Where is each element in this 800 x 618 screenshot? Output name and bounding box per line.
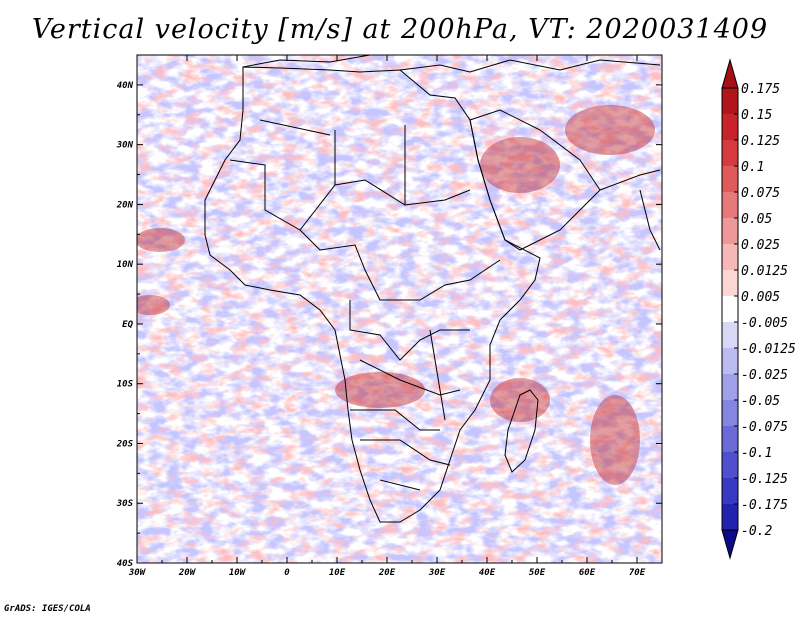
colorbar-label: -0.05 (741, 394, 780, 409)
x-tick-label: 20E (378, 568, 396, 578)
x-tick-label: 70E (629, 568, 646, 578)
colorbar-label: -0.175 (741, 498, 788, 513)
y-tick-label: 40S (117, 559, 134, 569)
colorbar-label: -0.025 (741, 368, 788, 383)
colorbar-swatch (722, 348, 738, 374)
y-tick-label: 40N (117, 81, 134, 91)
colorbar-swatch (722, 166, 738, 192)
colorbar-swatch (722, 504, 738, 530)
colorbar: 0.175 0.15 0.125 0.1 0.075 0.05 0.025 0.0125 0.0… (721, 58, 796, 560)
x-axis: 30W 20W 10W 0 10E 20E 30E 40E 50E 60E 70E (128, 55, 663, 578)
colorbar-swatch (722, 296, 738, 322)
colorbar-label: -0.005 (741, 316, 788, 331)
velocity-field (137, 55, 662, 563)
colorbar-swatch (722, 270, 738, 296)
y-tick-label: 30N (116, 141, 134, 151)
x-tick-label: 10W (229, 568, 247, 578)
colorbar-swatch (722, 426, 738, 452)
x-tick-label: 60E (579, 568, 596, 578)
colorbar-label: -0.075 (741, 420, 788, 435)
colorbar-label: 0.025 (741, 238, 780, 253)
colorbar-label: 0.175 (741, 82, 780, 97)
grads-credit: GrADS: IGES/COLA (4, 604, 91, 614)
y-tick-label: EQ (122, 320, 133, 330)
y-tick-label: 20N (116, 200, 134, 210)
colorbar-swatch (722, 140, 738, 166)
colorbar-swatch (722, 452, 738, 478)
colorbar-label: 0.125 (741, 134, 780, 149)
coastlines-borders (204, 55, 661, 523)
colorbar-swatch (722, 478, 738, 504)
colorbar-swatch (722, 218, 738, 244)
x-tick-label: 0 (284, 568, 290, 578)
colorbar-swatch (722, 88, 738, 114)
x-tick-label: 10E (329, 568, 346, 578)
y-axis: 40N 30N 20N 10N EQ 10S 20S 30S 40S (116, 54, 662, 569)
y-tick-label: 10S (117, 380, 134, 390)
colorbar-swatch (722, 192, 738, 218)
y-tick-label: 10N (117, 260, 134, 270)
colorbar-label: 0.15 (741, 108, 772, 123)
colorbar-swatch (722, 374, 738, 400)
y-tick-label: 20S (116, 439, 134, 449)
colorbar-label: -0.1 (741, 446, 772, 461)
colorbar-label: -0.2 (741, 524, 772, 539)
chart-title: Vertical velocity [m/s] at 200hPa, VT: 2… (31, 14, 769, 45)
colorbar-label: 0.075 (741, 186, 780, 201)
plot-frame (136, 54, 663, 564)
x-tick-label: 50E (529, 568, 546, 578)
x-tick-label: 20W (178, 568, 197, 578)
y-tick-label: 30S (116, 499, 134, 509)
x-tick-label: 30E (428, 568, 446, 578)
colorbar-label: 0.1 (741, 160, 764, 175)
colorbar-swatch (722, 114, 738, 140)
colorbar-label: 0.005 (741, 290, 780, 305)
colorbar-top-arrow (721, 58, 739, 89)
colorbar-bottom-arrow (721, 529, 739, 560)
x-tick-label: 40E (479, 568, 496, 578)
colorbar-swatch (722, 400, 738, 426)
colorbar-swatch (722, 322, 738, 348)
colorbar-label: 0.0125 (741, 264, 788, 279)
x-tick-label: 30W (128, 568, 147, 578)
colorbar-label: 0.05 (741, 212, 772, 227)
colorbar-label: -0.125 (741, 472, 788, 487)
colorbar-label: -0.0125 (741, 342, 796, 357)
colorbar-swatch (722, 244, 738, 270)
